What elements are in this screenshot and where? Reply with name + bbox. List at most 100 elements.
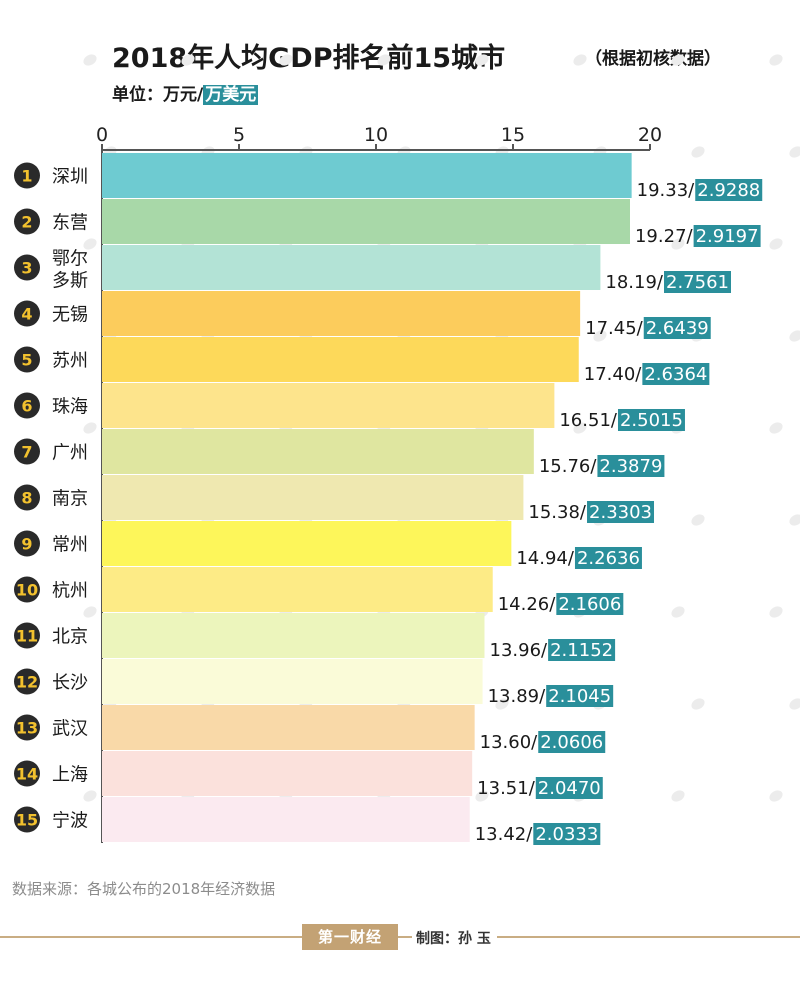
rank-number: 14 xyxy=(16,765,38,784)
usd-value-box xyxy=(556,593,624,615)
rank-number: 3 xyxy=(21,259,32,278)
chart-note: （根据初核数据） xyxy=(585,49,721,69)
category-label: 深圳 xyxy=(52,167,88,188)
x-tick-label: 20 xyxy=(638,124,662,146)
x-tick-label: 15 xyxy=(501,124,525,146)
value-label: 16.51/ xyxy=(559,410,618,431)
rank-number: 5 xyxy=(21,351,32,370)
rank-number: 13 xyxy=(16,719,38,738)
usd-value-label: 2.9288 xyxy=(697,180,760,201)
unit-label: 单位：万元/万美元 xyxy=(112,80,259,105)
data-source: 数据来源：各城公布的2018年经济数据 xyxy=(12,880,276,898)
usd-value-box xyxy=(548,639,616,661)
bar-1 xyxy=(102,153,632,198)
usd-value-box xyxy=(546,685,614,707)
value-label: 13.42/ xyxy=(475,824,534,845)
rank-badge xyxy=(14,622,40,649)
usd-value-label: 2.7561 xyxy=(666,272,729,293)
watermark-mark xyxy=(769,422,783,434)
footer-divider xyxy=(0,936,800,938)
usd-value-box xyxy=(587,501,655,523)
watermark-mark xyxy=(769,54,783,66)
watermark-mark xyxy=(573,422,587,434)
usd-value-box xyxy=(617,409,685,431)
rank-badge xyxy=(14,254,40,281)
watermark-mark xyxy=(573,54,587,66)
rank-number: 6 xyxy=(21,397,32,416)
category-label: 常州 xyxy=(52,535,88,556)
watermark-mark xyxy=(495,698,509,710)
usd-value-box xyxy=(642,363,710,385)
rank-number: 10 xyxy=(16,581,38,600)
x-tick-label: 0 xyxy=(96,124,108,146)
usd-value-label: 2.1606 xyxy=(558,594,621,615)
rank-number: 8 xyxy=(21,489,32,508)
watermark-mark xyxy=(769,238,783,250)
watermark-mark xyxy=(181,54,195,66)
rank-badge xyxy=(14,714,40,741)
unit-usd: 万美元 xyxy=(203,85,259,105)
usd-value-label: 2.1045 xyxy=(548,686,611,707)
category-label: 长沙 xyxy=(52,673,88,694)
value-label: 17.40/ xyxy=(584,364,643,385)
rank-number: 12 xyxy=(16,673,38,692)
category-label: 东营 xyxy=(52,213,88,234)
watermark-mark xyxy=(671,790,685,802)
watermark-mark xyxy=(593,330,607,342)
watermark-mark xyxy=(789,330,800,342)
unit-prefix: 单位：万元/ xyxy=(112,85,204,105)
watermark-mark xyxy=(475,790,489,802)
rank-badge xyxy=(14,484,40,511)
rank-badge xyxy=(14,392,40,419)
watermark-mark xyxy=(475,54,489,66)
bar-chart: 0 5 10 15 20 1 深圳 19.33/2.9288 2 东营 19.27/2.9197 3 鄂… xyxy=(14,54,800,845)
category-label: 广州 xyxy=(52,443,88,464)
rank-badge xyxy=(14,208,40,235)
bar-2 xyxy=(102,199,630,244)
bar-12 xyxy=(102,659,483,704)
bar-10 xyxy=(102,567,493,612)
category-label: 珠海 xyxy=(52,397,88,418)
bar-6 xyxy=(102,383,555,428)
value-label: 15.38/ xyxy=(528,502,587,523)
rank-number: 11 xyxy=(16,627,38,646)
watermark-mark xyxy=(789,146,800,158)
category-label: 上海 xyxy=(52,765,88,786)
rank-number: 15 xyxy=(16,811,38,830)
value-label: 18.19/ xyxy=(605,272,664,293)
value-label: 13.96/ xyxy=(490,640,549,661)
category-label: 苏州 xyxy=(52,351,88,372)
watermark-mark xyxy=(671,606,685,618)
usd-value-label: 2.0606 xyxy=(540,732,603,753)
value-label: 15.76/ xyxy=(539,456,598,477)
rank-number: 1 xyxy=(21,167,32,186)
usd-value-box xyxy=(533,823,601,845)
rank-number: 2 xyxy=(21,213,32,232)
bar-13 xyxy=(102,705,475,750)
value-label: 14.94/ xyxy=(516,548,575,569)
usd-value-label: 2.5015 xyxy=(620,410,683,431)
value-label: 13.60/ xyxy=(480,732,539,753)
watermark-mark xyxy=(83,422,97,434)
rank-badge xyxy=(14,162,40,189)
publisher-logo: 第一财经 xyxy=(302,924,398,950)
rank-number: 9 xyxy=(21,535,32,554)
usd-value-box xyxy=(643,317,711,339)
rank-badge xyxy=(14,530,40,557)
bar-15 xyxy=(102,797,470,842)
usd-value-box xyxy=(538,731,606,753)
bar-4 xyxy=(102,291,581,336)
value-label: 13.89/ xyxy=(488,686,547,707)
watermark-mark xyxy=(83,606,97,618)
x-tick-label: 5 xyxy=(233,124,245,146)
category-label: 杭州 xyxy=(52,581,88,602)
usd-value-label: 2.6439 xyxy=(646,318,709,339)
usd-value-label: 2.6364 xyxy=(644,364,707,385)
category-label: 鄂尔 xyxy=(52,249,88,270)
watermark-mark xyxy=(279,54,293,66)
usd-value-box xyxy=(695,179,763,201)
chart-title: 2018年人均GDP排名前15城市 xyxy=(112,43,506,74)
usd-value-box xyxy=(535,777,603,799)
chart-credit: 制图：孙 玉 xyxy=(412,928,497,948)
rank-badge xyxy=(14,438,40,465)
